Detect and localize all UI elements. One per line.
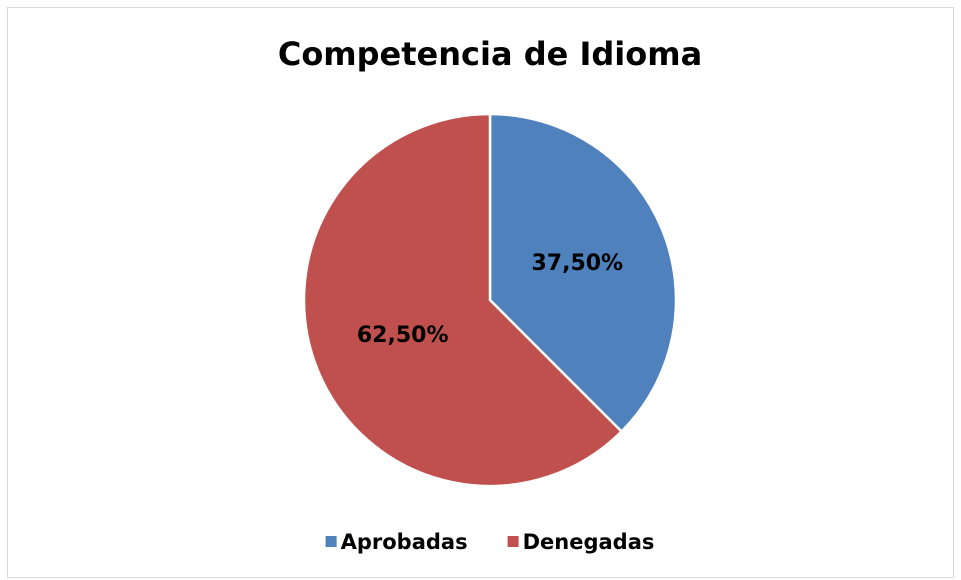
chart-title: Competencia de Idioma [278,35,702,73]
pie-slice [488,112,678,434]
legend-swatch [507,536,519,547]
data-label: 62,50% [357,323,449,348]
legend-swatch [325,536,337,547]
legend-label: Aprobadas [341,530,468,554]
pie-slice [302,112,624,488]
legend-label: Denegadas [523,530,655,554]
data-label: 37,50% [531,251,623,276]
